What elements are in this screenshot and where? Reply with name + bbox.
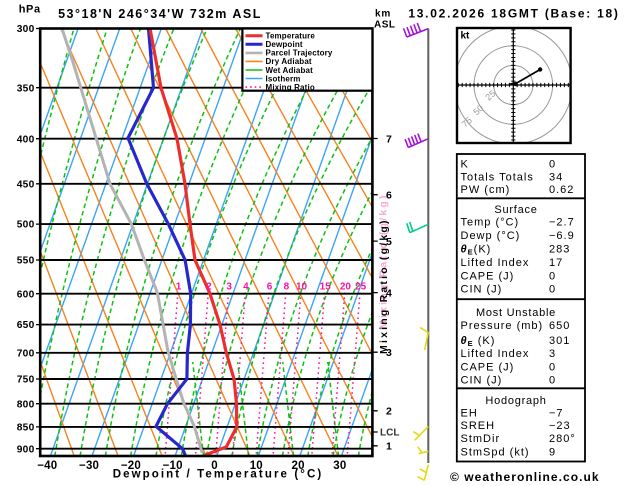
- svg-text:280°: 280°: [549, 433, 576, 445]
- svg-text:K: K: [461, 158, 469, 170]
- svg-text:1: 1: [386, 441, 392, 453]
- svg-text:34: 34: [549, 171, 563, 183]
- svg-text:0: 0: [549, 270, 556, 282]
- svg-text:6: 6: [267, 282, 273, 293]
- svg-text:CAPE (J): CAPE (J): [461, 362, 515, 374]
- svg-text:© weatheronline.co.uk: © weatheronline.co.uk: [450, 470, 600, 484]
- svg-text:10: 10: [296, 282, 308, 293]
- svg-text:StmSpd (kt): StmSpd (kt): [461, 446, 530, 458]
- svg-text:StmDir: StmDir: [461, 433, 501, 445]
- svg-text:600: 600: [17, 289, 35, 300]
- svg-text:550: 550: [17, 256, 35, 267]
- svg-text:301: 301: [549, 335, 570, 347]
- svg-text:53°18'N 246°34'W 732m ASL: 53°18'N 246°34'W 732m ASL: [58, 7, 262, 21]
- svg-text:Lifted Index: Lifted Index: [461, 348, 530, 360]
- svg-text:Mixing Ratio: Mixing Ratio: [266, 83, 315, 92]
- svg-text:Dry Adiabat: Dry Adiabat: [266, 57, 312, 66]
- svg-text:ASL: ASL: [374, 20, 396, 31]
- svg-text:−2.7: −2.7: [549, 217, 575, 229]
- svg-text:25: 25: [355, 282, 367, 293]
- svg-text:−7: −7: [549, 407, 564, 419]
- svg-text:CAPE (J): CAPE (J): [461, 270, 515, 282]
- svg-text:2: 2: [386, 406, 392, 418]
- svg-text:Dewp (°C): Dewp (°C): [461, 230, 521, 242]
- svg-text:4: 4: [243, 282, 249, 293]
- svg-text:Parcel Trajectory: Parcel Trajectory: [266, 49, 333, 58]
- svg-text:800: 800: [17, 399, 35, 410]
- svg-text:3: 3: [386, 347, 392, 359]
- svg-text:850: 850: [17, 423, 35, 434]
- svg-text:Mixing Ratio (g/kg): Mixing Ratio (g/kg): [378, 193, 390, 329]
- svg-text:1: 1: [176, 282, 182, 293]
- svg-text:20: 20: [291, 460, 304, 472]
- svg-text:25: 25: [483, 88, 497, 102]
- svg-text:350: 350: [17, 83, 35, 94]
- svg-text:650: 650: [549, 320, 570, 332]
- svg-text:0: 0: [549, 158, 556, 170]
- svg-text:13.02.2026 18GMT (Base: 18): 13.02.2026 18GMT (Base: 18): [408, 7, 619, 21]
- svg-text:4: 4: [386, 287, 392, 299]
- svg-text:θE (K): θE (K): [461, 335, 496, 348]
- svg-text:75: 75: [460, 115, 474, 129]
- svg-text:400: 400: [17, 134, 35, 145]
- svg-text:700: 700: [17, 348, 35, 359]
- svg-text:hPa: hPa: [19, 4, 41, 16]
- svg-text:5: 5: [386, 236, 392, 248]
- svg-text:7: 7: [386, 133, 392, 145]
- svg-text:30: 30: [333, 460, 346, 472]
- svg-text:Pressure (mb): Pressure (mb): [461, 320, 544, 332]
- svg-text:900: 900: [17, 444, 35, 455]
- svg-text:0: 0: [549, 362, 556, 374]
- svg-text:Dewpoint / Temperature (°C): Dewpoint / Temperature (°C): [113, 469, 324, 481]
- svg-text:CIN (J): CIN (J): [461, 284, 503, 296]
- svg-text:Totals Totals: Totals Totals: [461, 171, 534, 183]
- svg-text:−10: −10: [163, 460, 183, 472]
- svg-text:8: 8: [284, 282, 290, 293]
- svg-text:20: 20: [340, 282, 352, 293]
- svg-text:SREH: SREH: [461, 420, 496, 432]
- svg-text:Isotherm: Isotherm: [266, 74, 301, 83]
- svg-text:3: 3: [549, 348, 556, 360]
- svg-text:0: 0: [549, 284, 556, 296]
- svg-text:2: 2: [206, 282, 212, 293]
- svg-text:Surface: Surface: [494, 204, 537, 216]
- svg-text:0.62: 0.62: [549, 184, 574, 196]
- svg-text:0: 0: [549, 375, 556, 387]
- svg-text:3: 3: [226, 282, 232, 293]
- svg-text:10: 10: [250, 460, 263, 472]
- svg-text:283: 283: [549, 244, 570, 256]
- svg-text:Temp (°C): Temp (°C): [461, 217, 520, 229]
- svg-text:Most Unstable: Most Unstable: [476, 307, 556, 319]
- svg-text:−40: −40: [37, 460, 57, 472]
- svg-text:km: km: [375, 9, 391, 20]
- svg-text:650: 650: [17, 320, 35, 331]
- svg-text:500: 500: [17, 220, 35, 231]
- svg-text:θE(K): θE(K): [461, 244, 492, 257]
- svg-text:15: 15: [320, 282, 332, 293]
- svg-text:−20: −20: [121, 460, 141, 472]
- svg-text:−30: −30: [79, 460, 99, 472]
- svg-text:9: 9: [549, 446, 556, 458]
- svg-text:Temperature: Temperature: [266, 32, 316, 41]
- svg-text:PW (cm): PW (cm): [461, 184, 511, 196]
- svg-text:Lifted Index: Lifted Index: [461, 257, 530, 269]
- svg-text:Dewpoint: Dewpoint: [266, 40, 303, 49]
- svg-text:EH: EH: [461, 407, 478, 419]
- svg-text:300: 300: [17, 24, 35, 35]
- svg-text:6: 6: [386, 190, 392, 202]
- svg-text:17: 17: [549, 257, 563, 269]
- svg-text:CIN (J): CIN (J): [461, 375, 503, 387]
- svg-text:50: 50: [471, 103, 485, 117]
- svg-text:−6.9: −6.9: [549, 230, 575, 242]
- svg-text:0: 0: [211, 460, 218, 472]
- svg-text:LCL: LCL: [380, 428, 399, 439]
- svg-text:Mixing Ratio (g/kg): Mixing Ratio (g/kg): [378, 218, 390, 354]
- svg-text:750: 750: [17, 375, 35, 386]
- svg-text:Hodograph: Hodograph: [485, 395, 546, 407]
- svg-text:−23: −23: [549, 420, 571, 432]
- svg-text:450: 450: [17, 179, 35, 190]
- svg-text:kt: kt: [461, 31, 471, 42]
- svg-text:Wet Adiabat: Wet Adiabat: [266, 66, 314, 75]
